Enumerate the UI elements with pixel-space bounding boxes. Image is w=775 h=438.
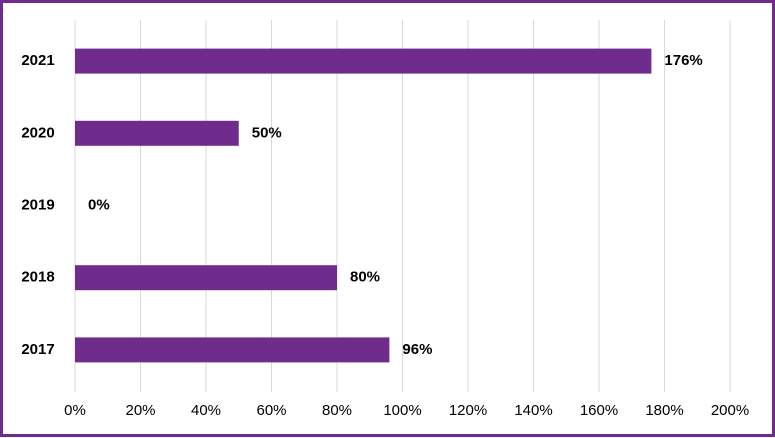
x-tick-label: 20% (125, 402, 155, 419)
x-tick-label: 0% (64, 402, 86, 419)
x-tick-label: 40% (191, 402, 221, 419)
y-tick-label: 2018 (21, 269, 54, 286)
y-tick-label: 2019 (21, 196, 54, 213)
x-tick-label: 60% (256, 402, 286, 419)
data-label: 176% (664, 52, 702, 69)
bar (75, 120, 239, 146)
data-label: 50% (252, 124, 282, 141)
y-tick-label: 2020 (21, 124, 54, 141)
data-label: 80% (350, 269, 380, 286)
y-tick-label: 2017 (21, 341, 54, 358)
x-tick-label: 120% (449, 402, 487, 419)
x-tick-label: 160% (580, 402, 618, 419)
data-label: 96% (402, 341, 432, 358)
x-tick-label: 100% (383, 402, 421, 419)
bar (75, 337, 390, 363)
data-label: 0% (88, 196, 110, 213)
x-tick-label: 200% (711, 402, 749, 419)
x-tick-label: 140% (514, 402, 552, 419)
bar (75, 48, 652, 74)
bar (75, 265, 337, 291)
y-tick-label: 2021 (21, 52, 54, 69)
x-tick-label: 80% (322, 402, 352, 419)
x-tick-label: 180% (645, 402, 683, 419)
